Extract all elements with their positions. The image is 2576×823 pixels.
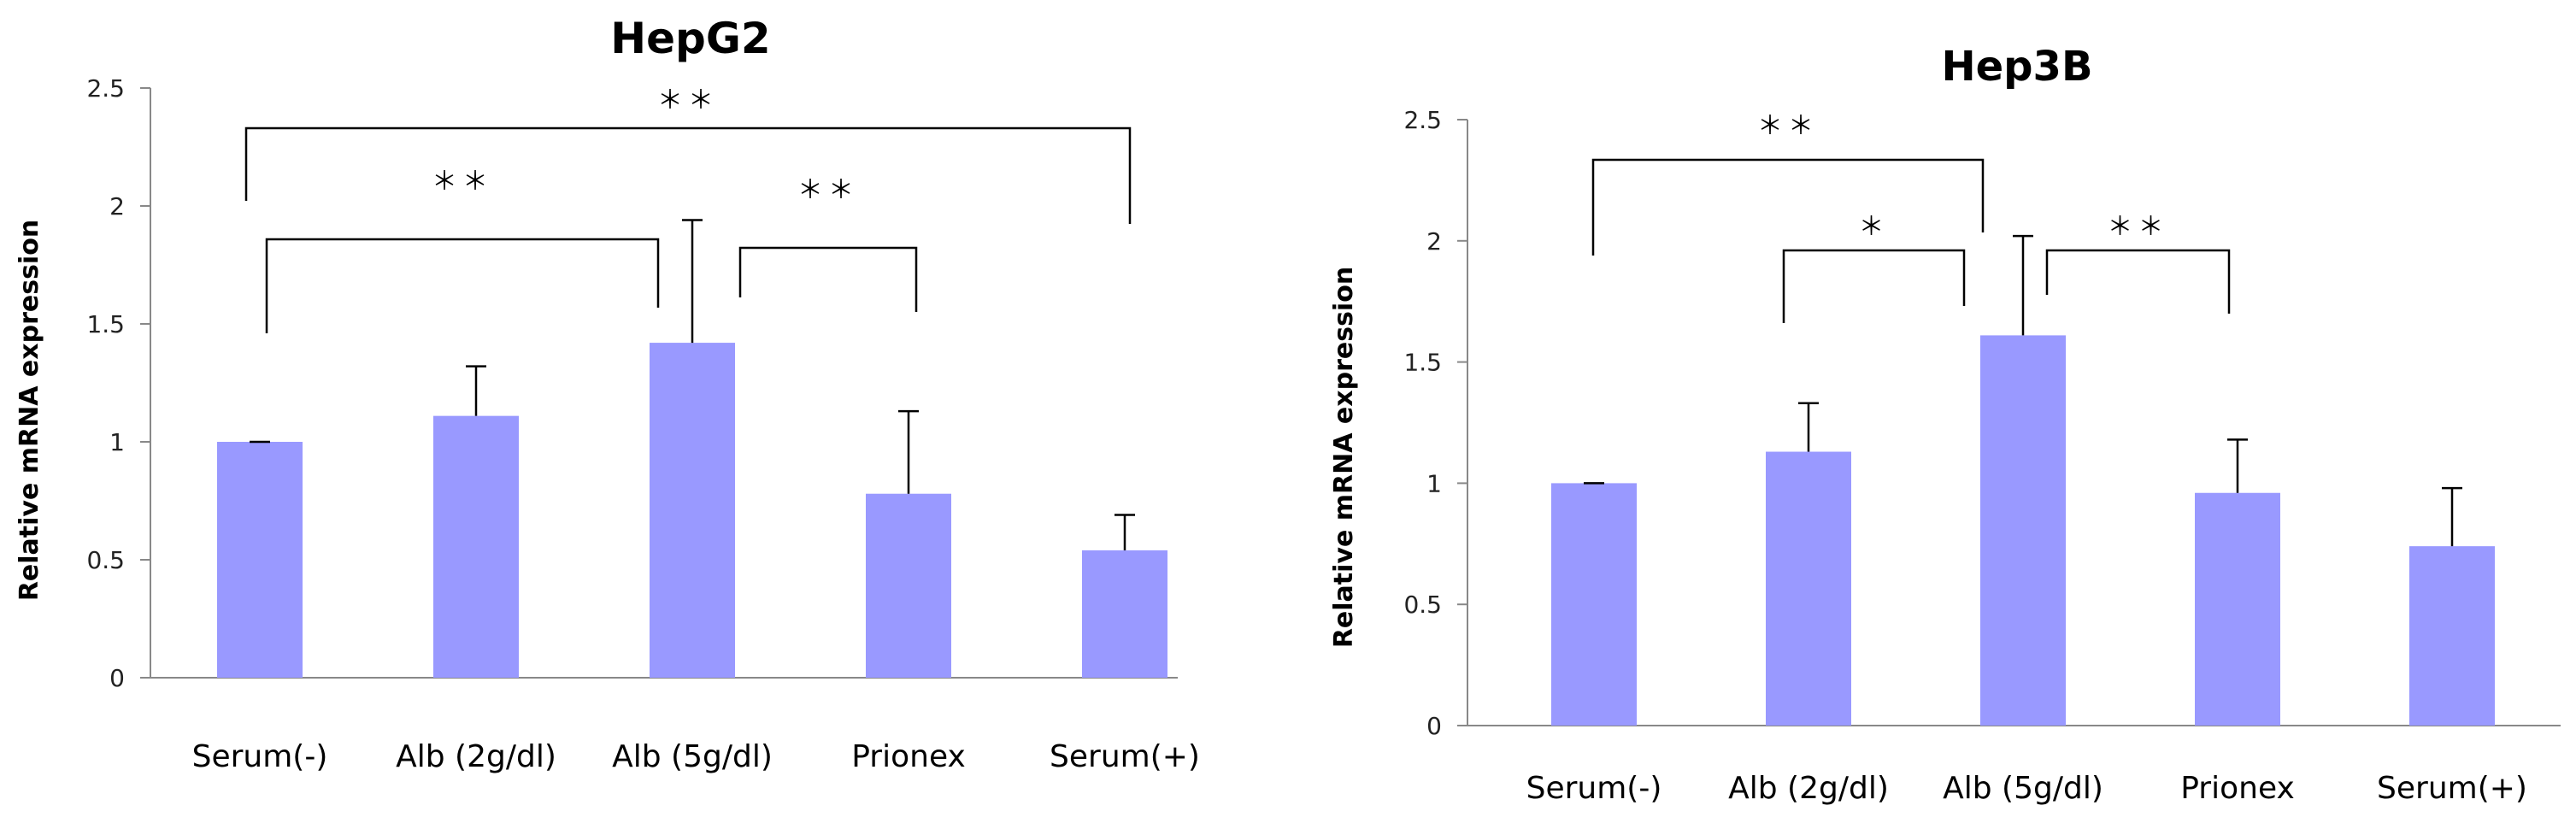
chart-hepg2: HepG2 Relative mRNA expression 0 0.5 1 1.5 2… — [15, 14, 1200, 774]
bar — [1980, 335, 2066, 726]
chart-title: Hep3B — [1941, 43, 2092, 91]
y-axis-label: Relative mRNA expression — [1329, 267, 1359, 648]
y-tick-label: 0.5 — [86, 546, 125, 574]
significance-bracket — [2045, 249, 2231, 314]
category-label: Serum(-) — [1526, 771, 1662, 806]
category-label: Alb (5g/dl) — [1943, 771, 2103, 806]
y-tick-label: 0.5 — [1403, 591, 1442, 619]
y-tick-label: 0 — [109, 664, 125, 692]
y-tick-label: 1.5 — [1403, 349, 1442, 377]
category-label: Alb (2g/dl) — [1728, 771, 1889, 806]
bar — [217, 442, 303, 678]
y-tick-label: 1 — [1426, 469, 1442, 497]
bar — [2195, 492, 2280, 726]
y-axis-label: Relative mRNA expression — [15, 220, 44, 601]
significance-label: ＊＊ — [657, 85, 719, 115]
chart-hep3b: Hep3B Relative mRNA expression 0 0.5 1 1.5 2… — [1329, 43, 2561, 806]
significance-bracket — [244, 126, 1132, 224]
significance-label: ＊＊ — [432, 167, 493, 197]
significance-bracket — [1591, 158, 1985, 256]
category-label: Alb (2g/dl) — [396, 739, 556, 774]
significance-bracket — [265, 238, 660, 333]
bar — [2409, 546, 2495, 726]
y-tick-label: 2.5 — [86, 74, 125, 103]
y-tick-label: 2 — [1426, 227, 1442, 256]
significance-label: ＊ — [1859, 212, 1890, 242]
y-tick-label: 1.5 — [86, 310, 125, 338]
category-label: Prionex — [851, 739, 966, 774]
significance-label: ＊＊ — [797, 175, 859, 205]
chart-title: HepG2 — [610, 14, 770, 63]
bar — [1766, 451, 1851, 726]
category-label: Serum(-) — [192, 739, 328, 774]
bar — [1551, 483, 1637, 726]
y-tick-label: 0 — [1426, 712, 1442, 740]
bar — [866, 493, 951, 678]
bar — [1082, 550, 1167, 678]
significance-bracket — [1782, 249, 1966, 323]
category-label: Prionex — [2180, 771, 2295, 806]
significance-bracket — [738, 246, 918, 312]
y-tick-label: 1 — [109, 428, 125, 456]
y-tick-label: 2.5 — [1403, 106, 1442, 134]
category-label: Serum(+) — [1050, 739, 1200, 774]
category-label: Serum(+) — [2377, 771, 2527, 806]
bar — [650, 343, 735, 678]
bar — [433, 415, 519, 678]
significance-label: ＊＊ — [2108, 212, 2169, 242]
category-label: Alb (5g/dl) — [612, 739, 773, 774]
significance-label: ＊＊ — [1757, 111, 1819, 141]
y-tick-label: 2 — [109, 192, 125, 220]
